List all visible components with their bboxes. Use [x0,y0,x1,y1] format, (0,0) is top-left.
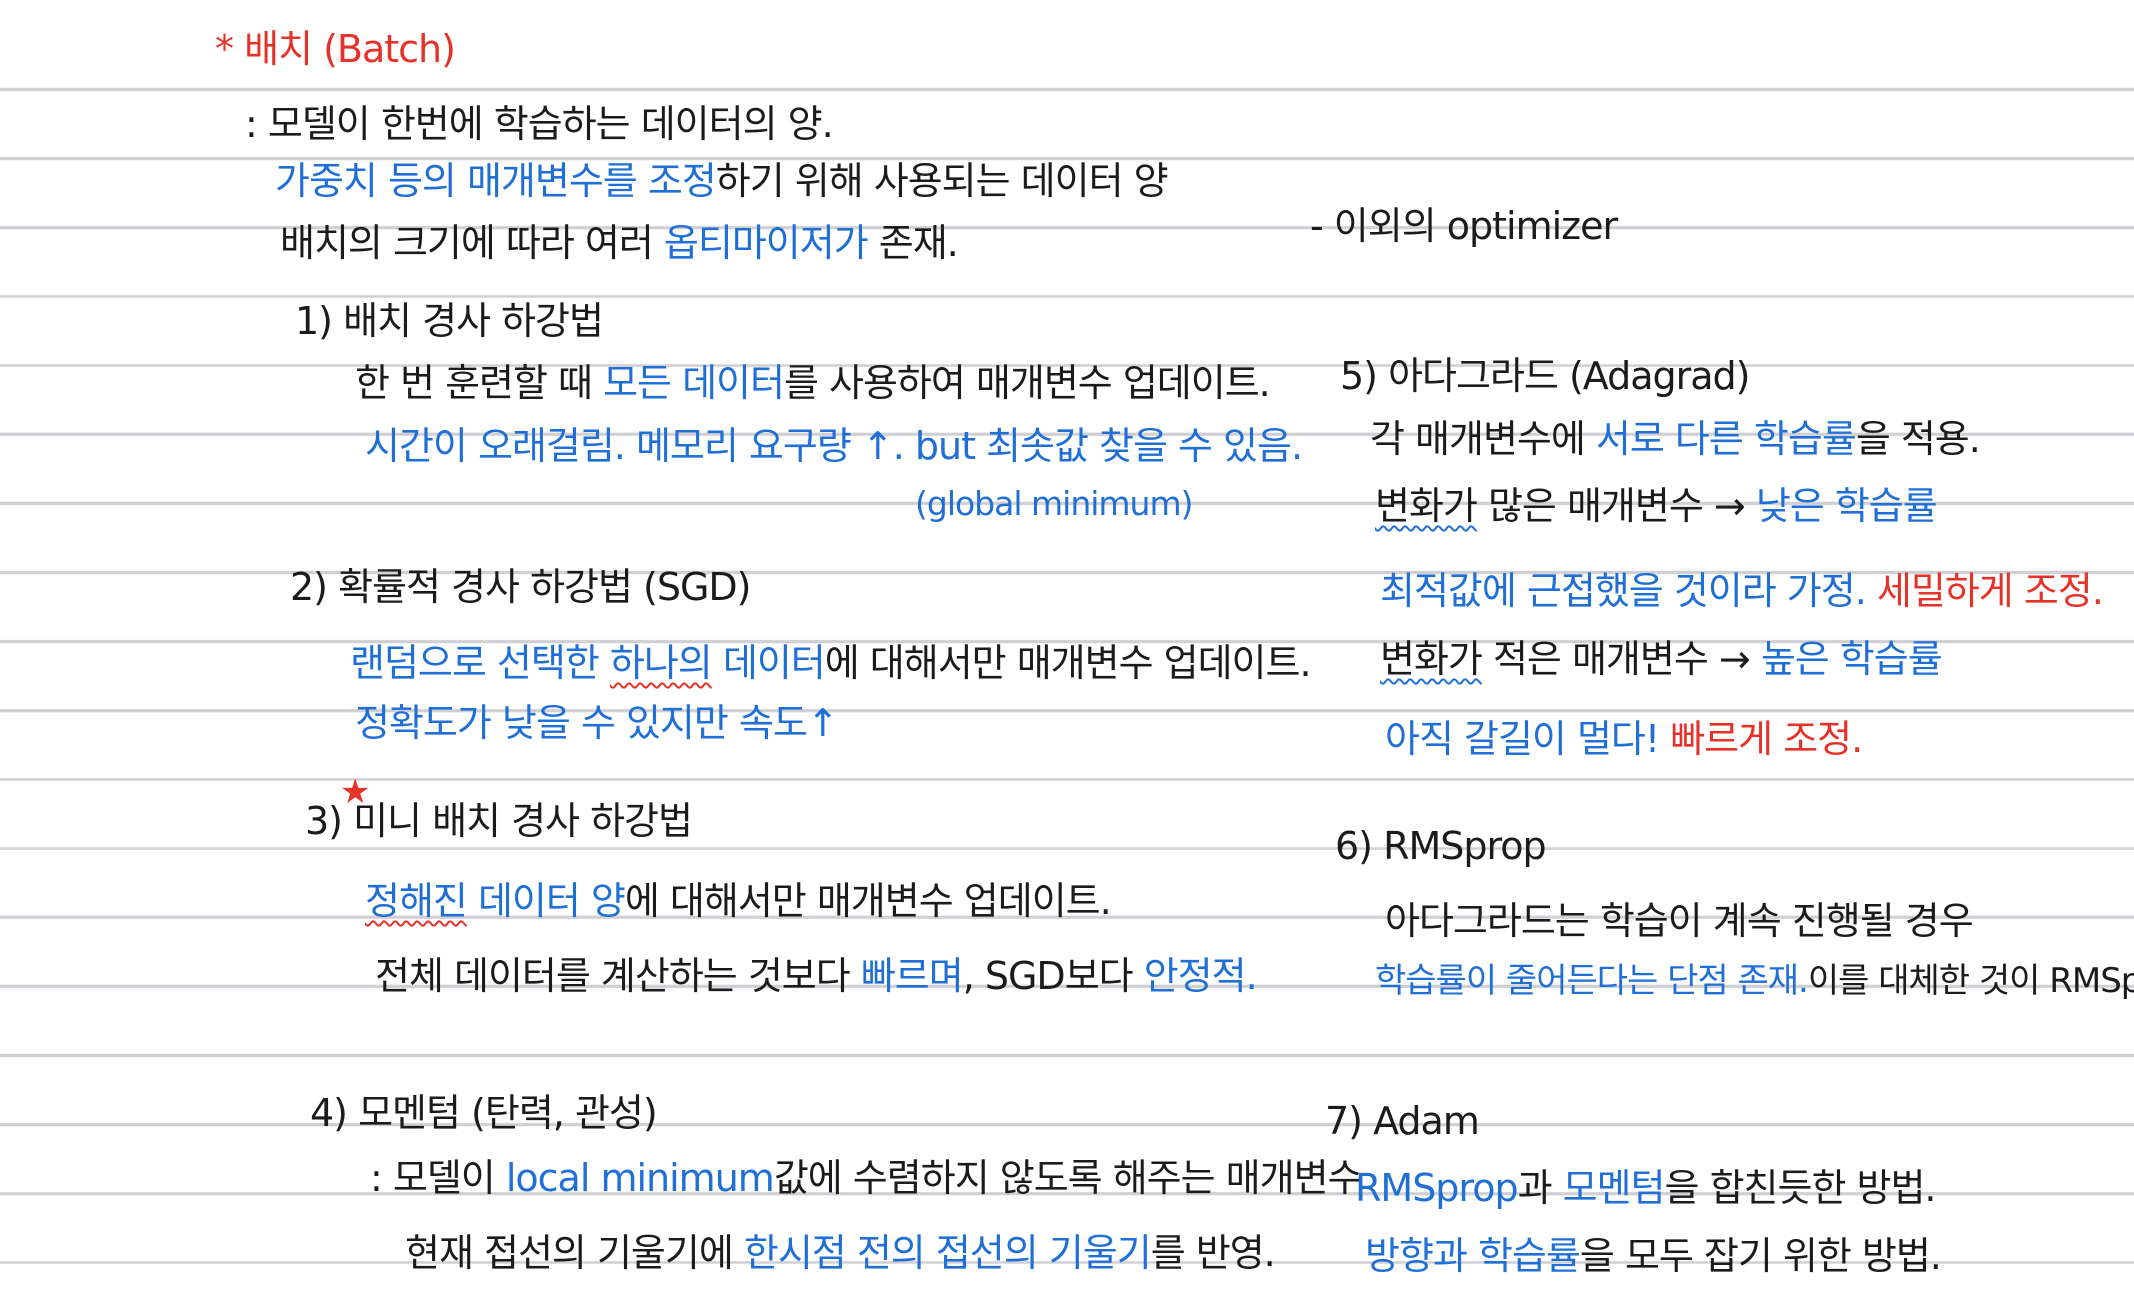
section-3-desc: 정해진 데이터 양에 대해서만 매개변수 업데이트. [365,879,1112,923]
global-minimum-note: (global minimum) [915,484,1193,523]
section-3-heading: 3) 미니 배치 경사 하강법 [305,799,693,843]
weights-text: 가중치 등의 매개변수를 조정 [275,159,717,203]
other-optimizers-heading: - 이외의 optimizer [1310,204,1618,248]
section-6-desc: 아다그라드는 학습이 계속 진행될 경우 [1385,899,1974,943]
section-4-line-2: 현재 접선의 기울기에 한시점 전의 접선의 기울기를 반영. [405,1231,1276,1275]
section-5-case-b: 변화가 적은 매개변수 → 높은 학습률 [1380,637,1943,681]
one-data-wavy: 하나의 [609,641,713,685]
batch-title: * 배치 (Batch) [215,27,456,71]
section-5-case-b-note: 아직 갈길이 멀다! 빠르게 조정. [1385,717,1863,761]
batch-line-2: 가중치 등의 매개변수를 조정하기 위해 사용되는 데이터 양 [275,159,1169,203]
fixed-data-wavy: 정해진 [365,879,468,923]
section-4-desc: : 모델이 local minimum값에 수렴하지 않도록 해주는 매개변수 [370,1156,1362,1200]
section-2-note: 정확도가 낮을 수 있지만 속도↑ [355,701,839,745]
section-1-note: 시간이 오래걸림. 메모리 요구량 ↑. but 최솟값 찾을 수 있음. [365,424,1303,468]
section-3-line-2: 전체 데이터를 계산하는 것보다 빠르며, SGD보다 안정적. [375,954,1258,998]
section-4-heading: 4) 모멘텀 (탄력, 관성) [310,1091,658,1135]
star-icon: ★ [340,772,371,812]
section-7-heading: 7) Adam [1325,1099,1480,1143]
section-7-line-2: 방향과 학습률을 모두 잡기 위한 방법. [1365,1234,1942,1278]
batch-definition: : 모델이 한번에 학습하는 데이터의 양. [245,102,834,146]
section-7-line-1: RMSprop과 모멘텀을 합친듯한 방법. [1355,1166,1936,1210]
section-5-case-a: 변화가 많은 매개변수 → 낮은 학습률 [1375,484,1938,528]
section-1-heading: 1) 배치 경사 하강법 [295,299,604,343]
section-1-desc: 한 번 훈련할 때 모든 데이터를 사용하여 매개변수 업데이트. [355,361,1271,405]
section-5-heading: 5) 아다그라드 (Adagrad) [1340,354,1750,398]
section-6-heading: 6) RMSprop [1335,824,1547,868]
section-2-heading: 2) 확률적 경사 하강법 (SGD) [290,565,751,609]
batch-line-3: 배치의 크기에 따라 여러 옵티마이저가 존재. [280,221,959,265]
section-5-desc: 각 매개변수에 서로 다른 학습률을 적용. [1370,417,1981,461]
section-2-desc: 랜덤으로 선택한 하나의 데이터에 대해서만 매개변수 업데이트. [350,641,1312,685]
section-6-line-2: 학습률이 줄어든다는 단점 존재.이를 대체한 것이 RMSprop [1375,961,2134,1001]
section-5-case-a-note: 최적값에 근접했을 것이라 가정. 세밀하게 조정. [1380,569,2104,613]
